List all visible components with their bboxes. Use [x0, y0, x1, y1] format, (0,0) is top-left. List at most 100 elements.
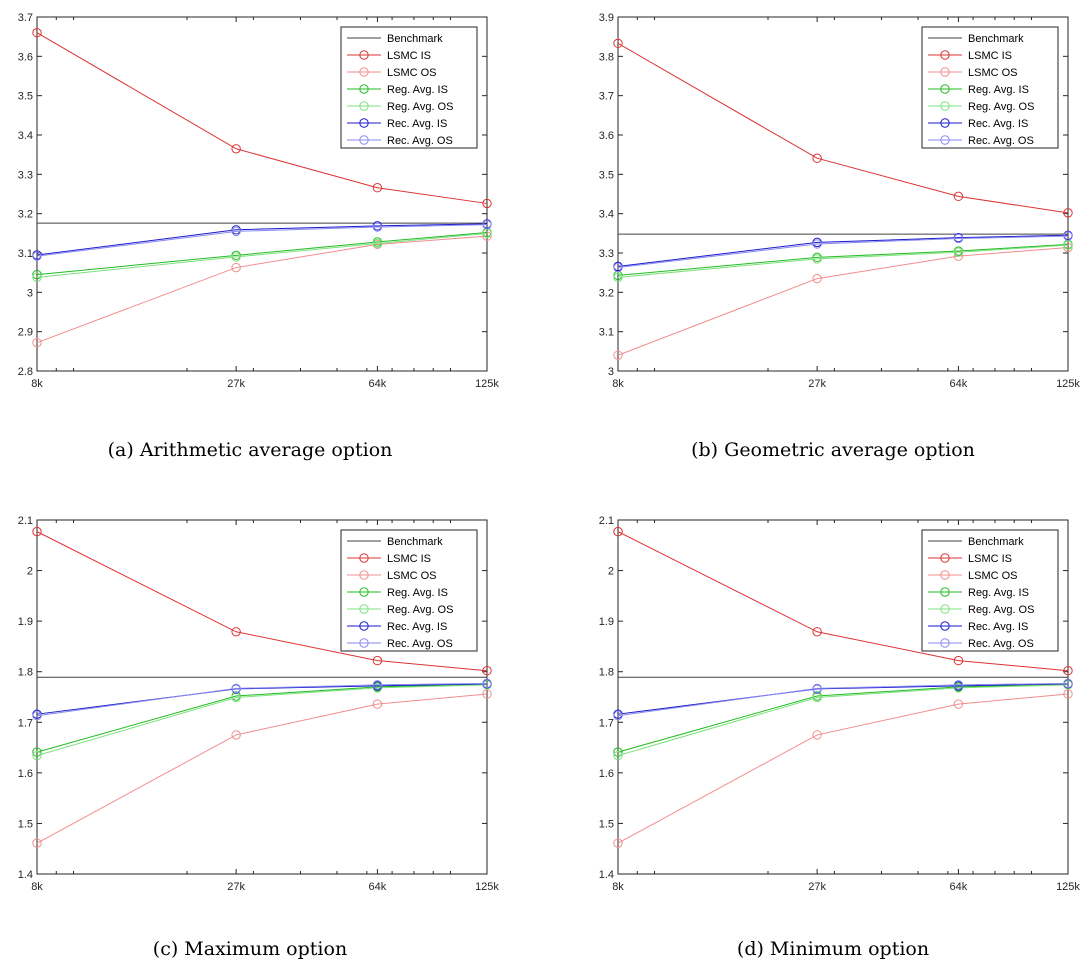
data-point	[32, 750, 42, 761]
y-tick-label: 3.2	[18, 209, 33, 221]
data-point	[953, 191, 964, 202]
data-point	[812, 153, 822, 163]
legend-marker	[940, 553, 950, 563]
legend-marker	[940, 604, 950, 614]
legend-label: Reg. Avg. OS	[387, 604, 453, 616]
y-tick-label: 3.8	[599, 51, 614, 63]
y-tick-label: 3	[608, 366, 614, 378]
data-point	[32, 526, 42, 537]
data-point	[1063, 240, 1073, 250]
y-tick-label: 1.9	[599, 616, 614, 628]
data-point	[482, 198, 492, 209]
series-line	[617, 531, 1069, 672]
legend-marker	[940, 101, 950, 111]
data-point	[613, 38, 623, 49]
series-lsmc-os	[613, 242, 1073, 360]
data-point	[482, 231, 492, 241]
legend-box	[340, 26, 478, 149]
legend-marker	[359, 67, 369, 77]
data-point	[231, 262, 241, 273]
data-point	[231, 226, 241, 237]
y-tick-label: 1.5	[599, 818, 614, 830]
legend-label: Reg. Avg. IS	[387, 84, 448, 96]
series-rec-avg-os	[32, 219, 492, 261]
series-line	[36, 232, 488, 278]
legend-label: Rec. Avg. IS	[968, 118, 1028, 130]
data-point	[482, 689, 492, 699]
y-tick-label: 3.4	[599, 209, 614, 221]
legend-label: LSMC IS	[968, 50, 1012, 62]
data-point	[372, 655, 383, 666]
panel-caption: (d) Minimum option	[737, 938, 929, 960]
legend-marker	[940, 570, 950, 580]
legend-marker	[940, 84, 950, 94]
legend-marker	[359, 118, 369, 128]
series-line	[36, 682, 488, 717]
series-line	[617, 683, 1069, 753]
data-point	[613, 838, 623, 848]
x-tick-label: 8k	[612, 378, 624, 390]
data-point	[1063, 678, 1073, 689]
data-point	[613, 747, 623, 757]
panel-caption: (a) Arithmetic average option	[108, 439, 393, 461]
x-tick-label: 27k	[808, 378, 826, 390]
legend-marker	[359, 135, 369, 145]
data-point	[613, 526, 623, 537]
series-lsmc-is	[32, 526, 492, 676]
series-line	[617, 682, 1069, 717]
x-tick-label: 8k	[31, 378, 43, 390]
legend: Benchmark LSMC IS LSMC OS Reg. Avg. IS Reg. …	[340, 529, 478, 652]
x-tick-label: 8k	[31, 881, 43, 893]
x-tick-label: 27k	[808, 881, 826, 893]
data-point	[372, 183, 383, 193]
legend-label: LSMC OS	[387, 67, 437, 79]
legend-marker	[359, 50, 369, 60]
data-point	[613, 711, 623, 721]
data-point	[953, 699, 964, 709]
legend-marker	[940, 621, 950, 631]
data-point	[953, 655, 964, 666]
x-tick-label: 27k	[227, 378, 245, 390]
y-tick-label: 2.9	[18, 327, 33, 339]
x-tick-label: 64k	[369, 378, 387, 390]
data-point	[231, 683, 241, 694]
data-point	[372, 699, 383, 709]
series-lsmc-is	[613, 526, 1073, 676]
y-tick-label: 1.4	[18, 869, 33, 881]
chart-panel-3: 1.4 1.5 1.6 1.7 1.8 1.9 2 2.1 8k 27k 64k 125k Benchm…	[18, 515, 500, 960]
series-line	[617, 42, 1069, 214]
legend-box	[340, 529, 478, 652]
x-tick-label: 125k	[1056, 378, 1080, 390]
series-line	[36, 683, 488, 753]
y-tick-label: 3.5	[18, 91, 33, 103]
x-tick-label: 64k	[950, 881, 968, 893]
x-tick-label: 125k	[475, 378, 499, 390]
legend-marker	[359, 638, 369, 648]
legend-label: Rec. Avg. OS	[387, 638, 453, 650]
y-tick-label: 2.1	[18, 515, 33, 527]
legend-label: Rec. Avg. OS	[968, 638, 1034, 650]
data-point	[32, 838, 42, 848]
y-tick-label: 3.3	[18, 169, 33, 181]
data-point	[32, 269, 42, 280]
x-tick-label: 8k	[612, 881, 624, 893]
y-tick-label: 3.3	[599, 248, 614, 260]
series-lsmc-is	[613, 38, 1073, 218]
series-line	[617, 693, 1069, 844]
y-tick-label: 1.9	[18, 616, 33, 628]
series-lsmc-os	[613, 689, 1073, 848]
y-tick-label: 3	[27, 287, 33, 299]
legend-marker	[359, 84, 369, 94]
y-tick-label: 2	[27, 566, 33, 578]
y-tick-label: 3.2	[599, 287, 614, 299]
legend-label: Benchmark	[387, 33, 443, 45]
data-point	[953, 247, 964, 257]
data-point	[812, 239, 822, 249]
series-lsmc-os	[32, 689, 492, 848]
data-point	[231, 252, 241, 262]
series-line	[36, 32, 488, 204]
data-point	[812, 254, 822, 264]
data-point	[1063, 242, 1073, 253]
legend-marker	[940, 638, 950, 648]
data-point	[613, 750, 623, 761]
